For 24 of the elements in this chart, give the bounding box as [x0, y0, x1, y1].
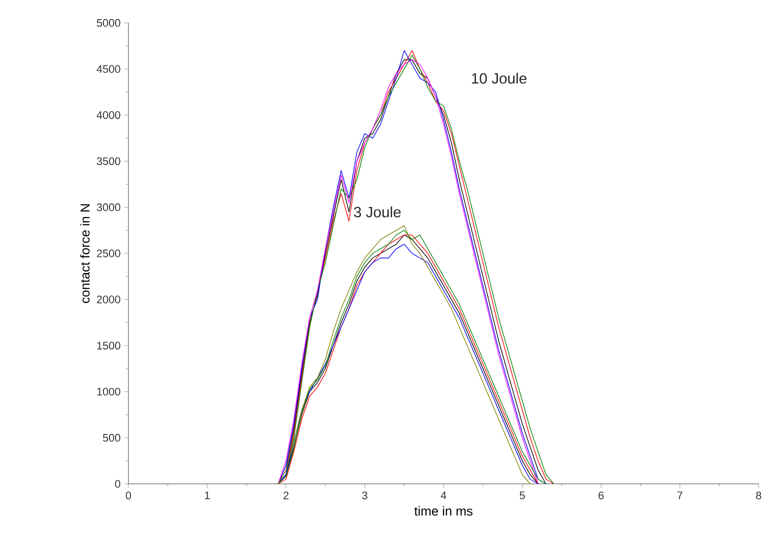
y-axis-title: contact force in N	[80, 204, 90, 304]
annotation: 10 Joule	[472, 72, 526, 84]
x-tick-label: 7	[677, 492, 682, 500]
y-tick-label: 2500	[96, 250, 120, 258]
y-tick-label: 5000	[96, 19, 120, 27]
x-tick-label: 1	[205, 492, 210, 500]
y-tick-label: 2000	[96, 296, 120, 304]
y-tick-label: 3000	[96, 204, 120, 212]
x-tick-label: 5	[520, 492, 525, 500]
y-tick-label: 1000	[97, 388, 120, 396]
x-tick-label: 2	[284, 492, 288, 500]
x-tick-label: 0	[126, 492, 132, 500]
x-axis-title: time in ms	[414, 506, 472, 516]
x-tick-label: 3	[362, 492, 368, 500]
y-tick-label: 500	[102, 434, 120, 442]
y-tick-label: 3500	[96, 158, 120, 166]
x-tick-label: 8	[756, 492, 762, 500]
y-tick-label: 0	[115, 480, 120, 488]
y-tick-label: 4500	[96, 65, 120, 74]
y-tick-label: 1500	[97, 342, 120, 350]
y-tick-label: 4000	[96, 111, 120, 120]
annotation: 3 Joule	[354, 206, 401, 218]
x-tick-label: 4	[440, 492, 446, 500]
x-tick-label: 6	[598, 492, 604, 500]
